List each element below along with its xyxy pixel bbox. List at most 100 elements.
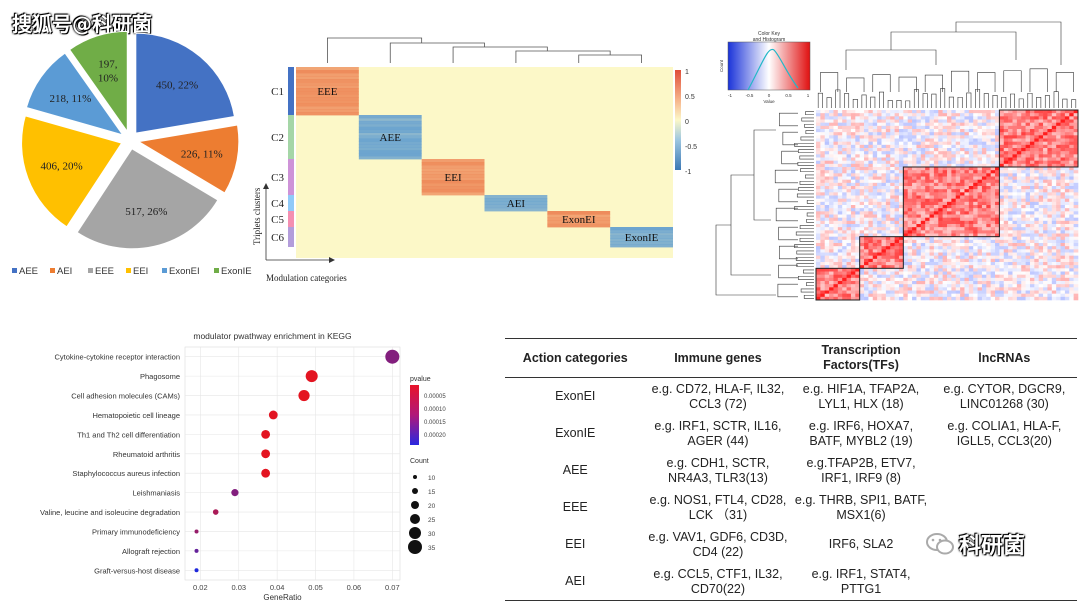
count-legend-title: Count	[410, 458, 429, 465]
table-cell	[932, 452, 1077, 489]
block-label-eee: EEE	[317, 86, 337, 98]
table-row: ExonIE e.g. IRF1, SCTR, IL16, AGER (44) e.…	[505, 415, 1077, 452]
dendro-branch	[578, 54, 642, 63]
x-tick-label: 0.06	[347, 583, 362, 592]
heatmap-block-stripe	[358, 129, 422, 133]
table-cell: e.g. THRB, SPI1, BATF, MSX1(6)	[794, 492, 928, 522]
heatmap-block-stripe	[484, 204, 548, 209]
table-row: ExonEI e.g. CD72, HLA-F, IL32, CCL3 (72) e…	[505, 378, 1077, 416]
kegg-dotplot: modulator pwathway enrichment in KEGG 0.0…	[40, 331, 446, 602]
x-tick-label: 0.07	[385, 583, 400, 592]
col-header-tfs: Transcription Factors(TFs)	[790, 338, 932, 378]
heatmap-block-stripe	[610, 241, 673, 245]
table-cell: EEE	[562, 500, 588, 514]
cluster-sidebar-c2	[288, 115, 294, 159]
heatmap-block-stripe	[296, 76, 359, 80]
left-dendrogram	[715, 111, 814, 299]
count-legend-label: 10	[428, 475, 436, 482]
table-cell: e.g. CDH1, SCTR, NR4A3, TLR3(13)	[666, 455, 770, 485]
heatmap-block-stripe	[296, 91, 359, 95]
heatmap-block-stripe	[296, 82, 359, 86]
table-cell: AEE	[562, 463, 588, 477]
pathway-dot	[212, 509, 219, 515]
pie-slice-eei	[21, 115, 123, 228]
heatmap-block-stripe	[296, 100, 359, 104]
x-tick-label: 0.04	[270, 583, 285, 592]
colorbar-tick: 1	[685, 69, 689, 76]
heatmap-block-stripe	[358, 147, 422, 151]
cluster-label-c2: C2	[271, 132, 284, 144]
dendro-branch	[327, 37, 423, 63]
cluster-box	[902, 166, 1000, 238]
action-categories-table: Action categories Immune genes Transcrip…	[505, 338, 1077, 601]
pie-legend-label-aee: AEE	[19, 266, 38, 277]
pie-legend-label-eei: EEI	[133, 266, 148, 277]
kegg-dotplot-panel: modulator pwathway enrichment in KEGG 0.0…	[0, 325, 500, 602]
cluster-label-c6: C6	[271, 232, 284, 244]
pathway-label: Leishmaniasis	[132, 489, 180, 498]
pathway-label: Th1 and Th2 cell differentiation	[77, 430, 180, 439]
pathway-label: Rheumatoid arthritis	[113, 450, 180, 459]
pie-legend-swatch-aei	[50, 268, 55, 273]
heatmap-block-stripe	[358, 123, 422, 128]
pathway-label: Staphylococcus aureus infection	[72, 469, 180, 478]
count-legend-dot	[408, 540, 422, 554]
table-cell	[932, 489, 1077, 526]
pie-slice-eee	[76, 148, 219, 250]
pvalue-tick: 0.00005	[424, 394, 446, 400]
heatmap-block-stripe	[358, 126, 422, 131]
pie-legend-swatch-exonei	[162, 268, 167, 273]
x-tick-label: 0.03	[231, 583, 246, 592]
color-key-tick: -0.5	[746, 93, 754, 98]
heatmap-block-stripe	[296, 70, 359, 74]
pathway-dot	[298, 389, 310, 402]
y-axis-label: Triplets clusters	[252, 187, 262, 245]
pathway-dot	[231, 489, 239, 497]
column-dendrogram	[327, 37, 642, 63]
heatmap-block-stripe	[358, 135, 422, 139]
heatmap-block-stripe	[358, 150, 422, 154]
cluster-sidebar-c3	[288, 159, 294, 195]
heatmap-block-stripe	[421, 177, 485, 181]
pie-label-aee: 450, 22%	[156, 79, 198, 91]
count-legend-dot	[410, 514, 420, 524]
block-label-aee: AEE	[380, 132, 402, 144]
pie-label-exonei: 218, 11%	[50, 93, 92, 105]
pathway-dot	[261, 449, 271, 459]
pie-slice-exonie	[68, 30, 128, 133]
pvalue-tick: 0.00010	[424, 407, 446, 413]
table-row: EEI e.g. VAV1, GDF6, CD3D, CD4 (22) IRF6, …	[505, 526, 1077, 563]
heatmap-block-stripe	[296, 73, 359, 77]
heatmap-block-stripe	[296, 106, 359, 110]
col-header-action: Action categories	[505, 338, 646, 378]
heatmap-block-stripe	[358, 141, 422, 145]
pie-slice-exonei	[25, 52, 124, 136]
cluster-box	[815, 267, 861, 301]
table-cell: e.g. CD72, HLA-F, IL32, CCL3 (72)	[651, 381, 785, 411]
pie-label-aei: 226, 11%	[181, 148, 223, 160]
action-table-panel: Action categories Immune genes Transcrip…	[505, 338, 1080, 601]
heatmap-block-stripe	[421, 162, 485, 166]
heatmap-block-stripe	[547, 214, 611, 218]
table-cell: e.g.TFAP2B, ETV7, IRF1, IRF9 (8)	[806, 455, 916, 485]
table-cell: IRF6, SLA2	[828, 537, 894, 551]
table-header-row: Action categories Immune genes Transcrip…	[505, 338, 1077, 378]
color-key-tick: -1	[728, 93, 732, 98]
pathway-label: Primary immunodeficiency	[92, 527, 180, 536]
pathway-dot	[261, 429, 271, 439]
pathway-label: Allograft rejection	[122, 547, 180, 556]
table-row: EEE e.g. NOS1, FTL4, CD28, LCK （31) e.g. T…	[505, 489, 1077, 526]
heatmap-block-stripe	[421, 168, 485, 172]
pathway-label: Valine, leucine and isoleucine degradati…	[40, 508, 180, 517]
heatmap-block-stripe	[358, 117, 422, 122]
pie-legend-label-aei: AEI	[57, 266, 72, 277]
color-key-tick: 1	[807, 93, 810, 98]
pvalue-tick: 0.00020	[424, 433, 446, 439]
watermark-bottom: 科研菌	[925, 528, 1025, 560]
heatmap-block-stripe	[296, 67, 359, 71]
heatmap-block-stripe	[421, 189, 485, 193]
heatmap-block-stripe	[610, 229, 673, 234]
heatmap-cells	[816, 110, 1079, 301]
heatmap-block-stripe	[421, 171, 485, 175]
